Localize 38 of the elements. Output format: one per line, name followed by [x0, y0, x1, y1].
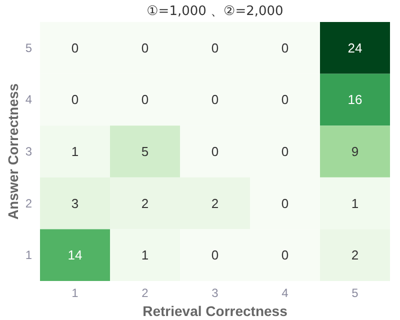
data-label: 0	[211, 40, 219, 56]
data-label: 0	[141, 40, 149, 56]
data-label: 24	[348, 40, 362, 56]
data-label: 0	[281, 196, 289, 211]
data-label: 0	[211, 144, 219, 159]
data-label: 2	[211, 196, 219, 211]
y-tick-label: 4	[25, 92, 32, 107]
data-label: 0	[141, 92, 149, 108]
data-label: 0	[71, 40, 79, 56]
data-label: 5	[141, 144, 149, 159]
y-tick-label: 3	[25, 144, 32, 158]
x-tick-label: 4	[282, 286, 289, 300]
y-tick-label: 5	[25, 40, 32, 55]
data-label: 0	[281, 144, 289, 159]
y-tick-label: 1	[25, 248, 32, 262]
data-label: 1	[141, 248, 149, 263]
data-label: 3	[71, 196, 79, 211]
x-tick-label: 3	[212, 286, 219, 300]
data-label: 16	[348, 92, 362, 108]
data-label: 2	[351, 248, 359, 263]
data-label: 14	[68, 248, 82, 263]
data-label: 2	[141, 196, 149, 211]
y-axis-title: Answer Correctness	[5, 83, 21, 220]
data-label: 0	[71, 92, 79, 108]
x-tick-label: 5	[352, 286, 359, 300]
chart-title: ①=1,000 、②=2,000	[146, 4, 284, 19]
data-label: 0	[281, 40, 289, 56]
x-tick-label: 2	[142, 286, 149, 300]
data-label: 1	[71, 144, 79, 159]
data-label: 1	[351, 196, 359, 211]
y-tick-label: 2	[25, 196, 32, 210]
data-label: 0	[211, 248, 219, 263]
data-label: 0	[211, 92, 219, 108]
data-label: 9	[351, 144, 359, 159]
x-tick-label: 1	[72, 286, 79, 300]
x-axis-title: Retrieval Correctness	[142, 303, 288, 319]
data-label: 0	[281, 92, 289, 108]
data-label: 0	[281, 248, 289, 263]
